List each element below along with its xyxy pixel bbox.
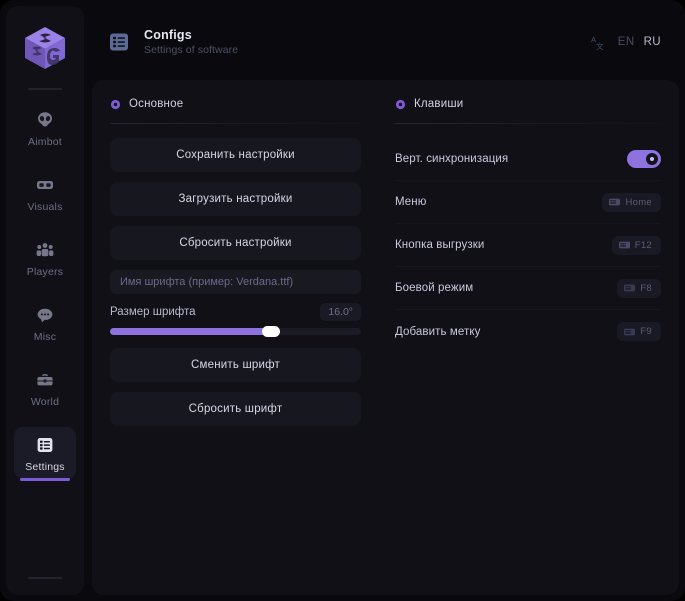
row-label: Кнопка выгрузки <box>395 239 485 251</box>
header-texts: Configs Settings of software <box>144 28 238 56</box>
sidebar-item-label: Aimbot <box>28 136 62 148</box>
svg-text:A: A <box>591 35 596 44</box>
briefcase-icon <box>34 369 56 391</box>
keybinds-panel-header: Клавиши <box>395 98 661 110</box>
alien-icon <box>34 109 56 131</box>
sidebar-item-label: World <box>30 396 60 408</box>
lang-en-button[interactable]: EN <box>617 36 635 48</box>
vsync-toggle[interactable] <box>627 150 661 168</box>
keyboard-icon <box>624 284 636 292</box>
load-settings-button[interactable]: Загрузить настройки <box>110 182 361 216</box>
general-panel-header: Основное <box>110 98 361 110</box>
change-font-button[interactable]: Сменить шрифт <box>110 348 361 382</box>
sidebar-item-players[interactable]: Players <box>14 232 76 284</box>
row-label: Добавить метку <box>395 325 481 338</box>
row-label: Верт. синхронизация <box>395 153 509 165</box>
font-name-input[interactable] <box>110 270 361 294</box>
row-menu-key: Меню Home <box>395 181 661 224</box>
slider-thumb[interactable] <box>261 326 280 337</box>
row-unload-key: Кнопка выгрузки F12 <box>395 224 661 267</box>
unload-key-badge[interactable]: F12 <box>611 235 661 255</box>
sidebar-item-visuals[interactable]: Visuals <box>14 167 76 219</box>
font-size-value: 16.0° <box>320 303 361 321</box>
sidebar-item-settings[interactable]: Settings <box>14 427 76 481</box>
sidebar-item-label: Misc <box>33 331 57 343</box>
general-settings-panel: Основное Сохранить настройки Загрузить н… <box>92 80 379 595</box>
font-size-label: Размер шрифта <box>110 306 196 318</box>
sidebar-item-label: Players <box>26 266 64 278</box>
list-panel-icon <box>106 29 132 55</box>
app-logo <box>17 20 73 76</box>
cube-logo-sg-icon <box>25 27 65 69</box>
font-size-slider[interactable] <box>110 326 361 337</box>
key-value: F8 <box>640 282 652 294</box>
reset-font-button[interactable]: Сбросить шрифт <box>110 392 361 426</box>
row-label: Меню <box>395 196 427 208</box>
font-size-row: Размер шрифта 16.0° <box>110 303 361 321</box>
page-subtitle: Settings of software <box>144 44 239 56</box>
panel-divider <box>395 123 661 124</box>
gear-dot-icon <box>110 99 121 110</box>
keyboard-icon <box>618 241 630 249</box>
menu-key-badge[interactable]: Home <box>602 192 661 212</box>
panel-divider <box>110 123 361 124</box>
page-header: Configs Settings of software A 文 EN RU <box>92 6 679 78</box>
sidebar-divider-top <box>28 88 62 90</box>
gear-dot-icon <box>395 99 406 110</box>
chat-icon <box>34 304 56 326</box>
row-label: Боевой режим <box>395 282 474 294</box>
list-icon <box>34 434 56 456</box>
svg-text:文: 文 <box>596 41 604 51</box>
goggles-icon <box>34 174 56 196</box>
row-add-marker-key: Добавить метку F9 <box>395 310 661 353</box>
sidebar-item-world[interactable]: World <box>14 362 76 414</box>
translate-icon: A 文 <box>591 33 609 51</box>
sidebar-item-misc[interactable]: Misc <box>14 297 76 349</box>
keyboard-icon <box>624 328 636 336</box>
page-title: Configs <box>144 28 192 42</box>
sidebar-divider-bottom <box>28 577 62 579</box>
content-area: Основное Сохранить настройки Загрузить н… <box>92 80 679 595</box>
slider-fill <box>110 328 271 335</box>
sidebar: Aimbot Visuals <box>6 6 84 595</box>
keybinds-panel-title: Клавиши <box>414 98 464 110</box>
add-marker-key-badge[interactable]: F9 <box>617 322 661 341</box>
lang-ru-button[interactable]: RU <box>643 36 661 48</box>
save-settings-button[interactable]: Сохранить настройки <box>110 138 361 172</box>
keybinds-panel: Клавиши Верт. синхронизация Меню <box>379 80 679 595</box>
people-icon <box>34 239 56 261</box>
sidebar-item-label: Settings <box>25 461 65 473</box>
toggle-knob <box>646 153 658 165</box>
keyboard-icon <box>609 198 621 206</box>
sidebar-item-label: Visuals <box>27 201 63 213</box>
language-switcher: A 文 EN RU <box>591 33 661 51</box>
general-panel-title: Основное <box>129 98 184 110</box>
row-vsync: Верт. синхронизация <box>395 138 661 181</box>
row-combat-mode-key: Боевой режим F8 <box>395 267 661 310</box>
key-value: Home <box>625 196 652 208</box>
key-value: F9 <box>640 326 652 337</box>
combat-mode-key-badge[interactable]: F8 <box>617 278 661 298</box>
key-value: F12 <box>634 239 652 251</box>
reset-settings-button[interactable]: Сбросить настройки <box>110 226 361 260</box>
sidebar-item-aimbot[interactable]: Aimbot <box>14 102 76 154</box>
